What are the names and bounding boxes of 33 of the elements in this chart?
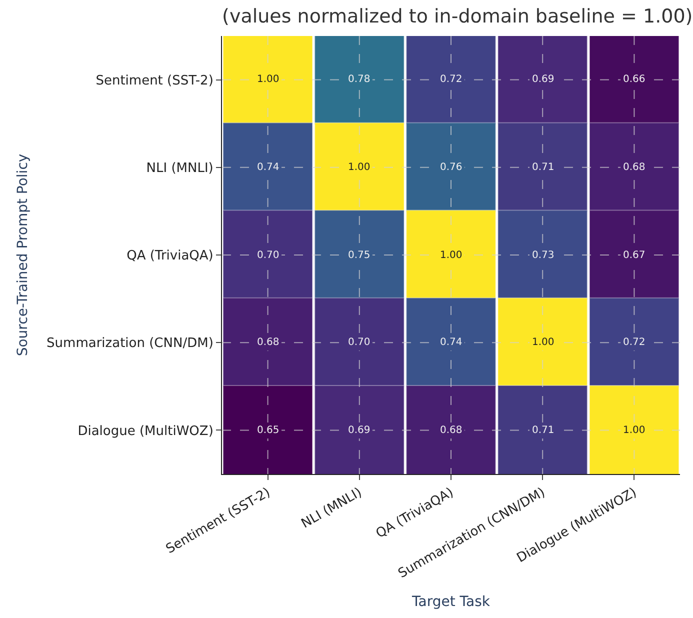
data-label: 0.73 — [532, 250, 554, 261]
x-axis-title: Target Task — [411, 594, 491, 610]
data-label: 0.68 — [257, 337, 280, 348]
y-tick-label: Dialogue (MultiWOZ) — [78, 424, 214, 439]
y-tick-label: QA (TriviaQA) — [126, 248, 214, 264]
data-label: 1.00 — [257, 74, 280, 85]
data-label: 1.00 — [348, 162, 370, 173]
data-label: 0.68 — [623, 162, 646, 173]
data-label: 0.65 — [257, 425, 280, 436]
y-tick-label: Summarization (CNN/DM) — [46, 336, 214, 352]
data-label: 0.72 — [623, 337, 646, 348]
y-axis-title: Source-Trained Prompt Policy — [15, 154, 32, 356]
data-label: 0.69 — [532, 74, 554, 85]
data-label: 0.74 — [440, 337, 462, 348]
data-label: 0.67 — [623, 250, 646, 261]
data-label: 0.66 — [623, 74, 646, 85]
y-tick-label: NLI (MNLI) — [146, 160, 214, 176]
data-label: 1.00 — [440, 250, 462, 261]
data-label: 0.75 — [348, 250, 370, 261]
y-tick-label: Sentiment (SST-2) — [96, 73, 214, 88]
data-label: 0.68 — [440, 425, 462, 436]
data-label: 1.00 — [532, 337, 554, 348]
data-label: 0.74 — [257, 162, 280, 173]
data-label: 0.76 — [440, 162, 462, 173]
data-label: 0.71 — [532, 162, 554, 173]
data-label: 1.00 — [623, 425, 646, 436]
data-label: 0.71 — [532, 425, 554, 436]
data-label: 0.70 — [257, 250, 280, 261]
data-label: 0.69 — [348, 425, 370, 436]
data-label: 0.78 — [348, 74, 370, 85]
data-label: 0.72 — [440, 74, 462, 85]
chart-title: (values normalized to in-domain baseline = 1.00) — [222, 6, 693, 28]
data-label: 0.70 — [348, 337, 370, 348]
